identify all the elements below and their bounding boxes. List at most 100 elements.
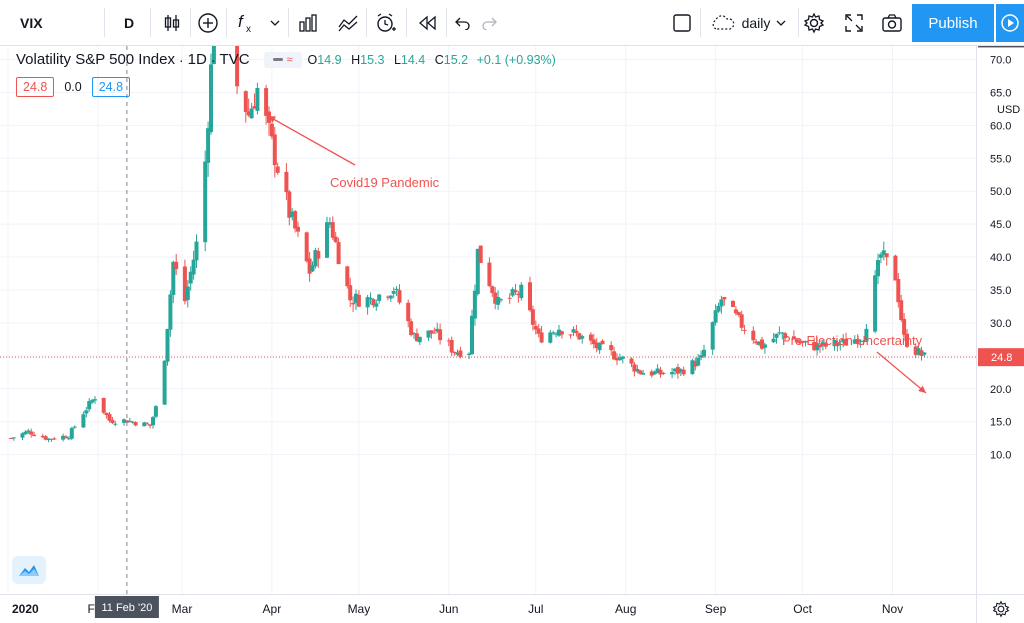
ohlc-values: O14.9 H15.3 L14.4 C15.2 +0.1 (+0.93%) — [308, 53, 556, 67]
candle-body — [739, 314, 744, 328]
candle-body — [414, 333, 419, 342]
divider — [700, 8, 701, 37]
candle-body — [899, 300, 904, 320]
candle-body — [884, 253, 889, 258]
candle-body — [693, 361, 698, 367]
svg-text:11 Feb '20: 11 Feb '20 — [101, 602, 152, 614]
layout-button[interactable] — [664, 0, 700, 45]
candle-body — [275, 166, 280, 173]
low-value: 14.4 — [400, 52, 426, 67]
candle-body — [171, 261, 176, 295]
candle-body — [896, 278, 901, 303]
alert-button[interactable] — [368, 0, 404, 45]
candle-body — [452, 351, 457, 354]
templates-button[interactable] — [290, 0, 326, 45]
crosshair-plus-button[interactable] — [962, 29, 976, 48]
wave-icon[interactable]: ≈ — [286, 53, 293, 66]
sell-price-box[interactable]: 24.8 — [16, 77, 55, 97]
candle-body — [351, 303, 356, 305]
candle-body — [568, 334, 573, 336]
candle-body — [458, 350, 463, 357]
chart-settings-button[interactable] — [976, 594, 1024, 623]
candle-body — [127, 420, 132, 422]
indicators-button[interactable]: f x — [228, 0, 264, 45]
fullscreen-button[interactable] — [836, 0, 872, 45]
time-axis-scale: 2020FebMarAprMayJunJulAugSepOctNov11 Feb… — [12, 596, 903, 618]
candles-icon — [164, 14, 180, 31]
candle-body — [313, 250, 318, 267]
add-indicator-button[interactable] — [190, 0, 226, 45]
crosshair-date-label: 11 Feb '20 — [94, 596, 159, 618]
divider — [446, 8, 447, 37]
chart-type-button[interactable] — [154, 0, 190, 45]
candle-body — [61, 435, 66, 440]
publish-label: Publish — [928, 14, 978, 32]
candle-body — [325, 222, 329, 258]
candle-body — [296, 226, 300, 232]
camera-icon — [882, 13, 902, 32]
y-tick-label: 15.0 — [990, 417, 1011, 429]
candle-body — [11, 437, 16, 439]
high-value: 15.3 — [360, 52, 385, 67]
candle-body — [557, 329, 561, 336]
symbol-label: VIX — [20, 14, 43, 31]
candle-body — [203, 161, 208, 243]
candle-body — [246, 111, 251, 116]
y-tick-label: 40.0 — [990, 252, 1011, 264]
fullscreen-icon — [845, 13, 863, 32]
compare-button[interactable] — [330, 0, 366, 45]
candle-body — [652, 371, 657, 375]
time-axis[interactable]: 2020FebMarAprMayJunJulAugSepOctNov11 Feb… — [0, 594, 976, 623]
candle-body — [307, 258, 312, 274]
price-axis[interactable]: 10.015.020.025.030.035.040.045.050.055.0… — [976, 0, 1024, 594]
candle-body — [304, 232, 309, 262]
candle-body — [902, 318, 907, 335]
candle-body — [777, 332, 782, 334]
candle-body — [356, 294, 361, 307]
candle-body — [681, 369, 686, 375]
candle-body — [264, 88, 269, 116]
candle-body — [191, 259, 196, 275]
candle-body — [46, 438, 51, 441]
covid-arrow — [267, 115, 356, 166]
y-tick-label: 30.0 — [990, 318, 1011, 330]
candle-body — [635, 369, 640, 372]
candle-body — [72, 426, 77, 428]
undo-button[interactable] — [448, 0, 476, 45]
save-layout-button[interactable]: daily — [700, 0, 796, 45]
hide-icon[interactable] — [272, 58, 283, 61]
buy-price-box[interactable]: 24.8 — [91, 77, 131, 97]
chart-pane[interactable] — [0, 0, 976, 594]
tradingview-logo[interactable] — [12, 556, 46, 584]
candle-body — [858, 340, 863, 342]
symbol-search[interactable]: VIX — [8, 0, 68, 45]
candle-body — [754, 341, 759, 344]
replay-button[interactable] — [410, 0, 446, 45]
candle-body — [206, 128, 211, 163]
x-tick-label: Jul — [528, 602, 543, 616]
interval-label: D — [123, 14, 135, 31]
publish-dropdown-button[interactable] — [995, 4, 1024, 42]
candle-body — [287, 191, 292, 218]
candle-body — [670, 372, 675, 375]
election-arrow — [876, 351, 927, 394]
publish-button[interactable]: Publish — [912, 4, 994, 42]
snapshot-button[interactable] — [874, 0, 910, 45]
high-label: H — [351, 52, 361, 67]
legend-actions[interactable]: ≈ — [263, 51, 302, 68]
legend-title[interactable]: Volatility S&P 500 Index — [16, 51, 175, 68]
election-annotation[interactable]: Pre-Election Uncertainty — [782, 333, 923, 348]
candle-body — [330, 222, 335, 238]
candle-body — [838, 344, 843, 346]
candle-body — [133, 422, 138, 426]
settings-button[interactable] — [796, 0, 832, 45]
legend-separator: · — [210, 51, 216, 68]
candle-body — [597, 342, 602, 351]
candle-body — [638, 370, 643, 374]
interval-button[interactable]: D — [112, 0, 146, 45]
indicators-dropdown[interactable] — [264, 0, 286, 45]
low-label: L — [393, 52, 401, 67]
candle-body — [8, 438, 13, 440]
redo-button[interactable] — [476, 0, 504, 45]
covid-annotation[interactable]: Covid19 Pandemic — [330, 175, 440, 190]
